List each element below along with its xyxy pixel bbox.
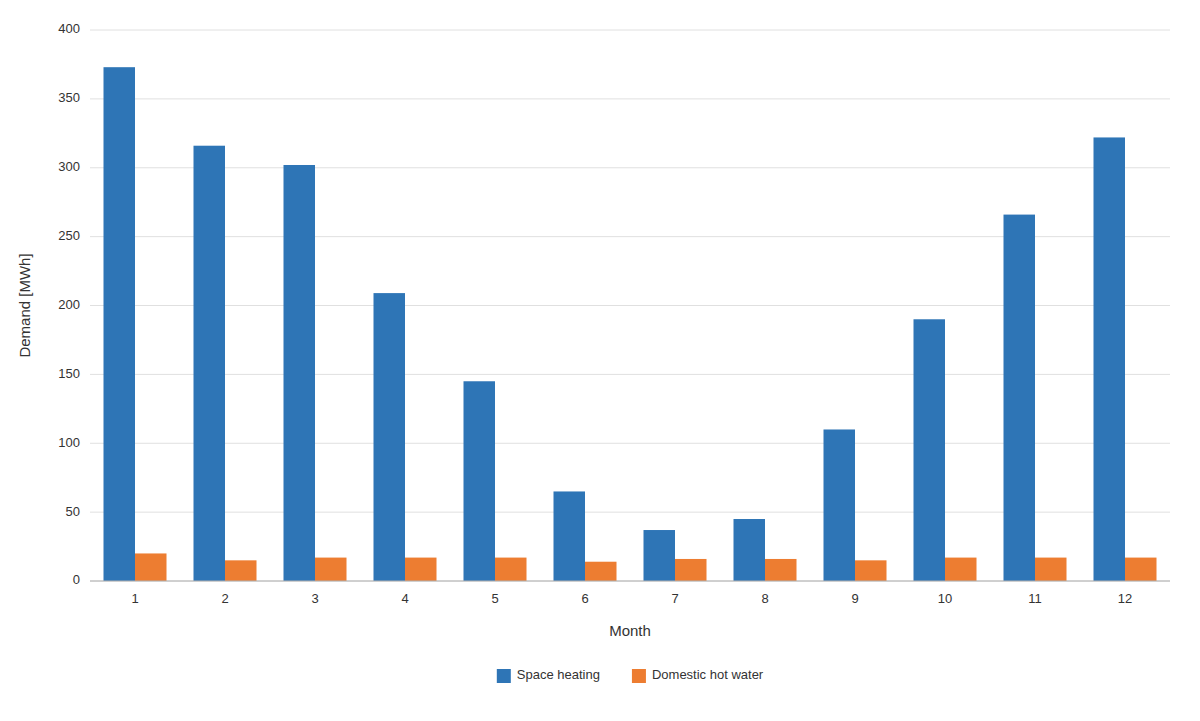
bar: [104, 67, 136, 581]
bar: [225, 560, 257, 581]
x-tick-label: 3: [311, 591, 318, 606]
x-axis-label: Month: [609, 622, 651, 639]
grid-line: [90, 98, 1170, 99]
x-tick-label: 12: [1118, 591, 1132, 606]
legend-item: Domestic hot water: [632, 667, 764, 683]
y-axis-label: Demand [MWh]: [16, 253, 33, 357]
bar: [405, 558, 437, 581]
bar: [374, 293, 406, 581]
x-tick-label: 9: [851, 591, 858, 606]
x-tick-label: 6: [581, 591, 588, 606]
grid-line: [90, 167, 1170, 168]
bar: [644, 530, 676, 581]
x-tick-label: 11: [1028, 591, 1042, 606]
legend-item: Space heating: [497, 667, 600, 683]
y-tick-label: 150: [58, 366, 80, 381]
y-tick-label: 300: [58, 159, 80, 174]
x-tick-label: 7: [671, 591, 678, 606]
legend-label: Space heating: [517, 667, 600, 682]
y-tick-label: 200: [58, 297, 80, 312]
bar: [464, 381, 496, 581]
grid: [90, 30, 1170, 581]
grid-line: [90, 581, 1170, 582]
bar: [855, 560, 887, 581]
y-tick-label: 250: [58, 228, 80, 243]
bar: [1035, 558, 1067, 581]
grid-line: [90, 30, 1170, 31]
series: [135, 553, 1157, 581]
bar: [1094, 137, 1126, 581]
legend: Space heating Domestic hot water: [497, 667, 764, 683]
bar: [824, 429, 856, 581]
x-tick-label: 1: [131, 591, 138, 606]
bar: [585, 562, 617, 581]
bar: [675, 559, 707, 581]
x-tick-label: 5: [491, 591, 498, 606]
bar: [765, 559, 797, 581]
legend-label: Domestic hot water: [652, 667, 764, 682]
chart: 050100150200250300350400123456789101112M…: [0, 0, 1200, 721]
bar: [554, 491, 586, 581]
bar: [1125, 558, 1157, 581]
y-tick-label: 100: [58, 435, 80, 450]
x-tick-label: 8: [761, 591, 768, 606]
bar: [135, 553, 167, 581]
legend-swatch: [497, 669, 511, 683]
y-tick-label: 400: [58, 21, 80, 36]
y-tick-label: 0: [73, 572, 80, 587]
bar: [315, 558, 347, 581]
x-axis-line: [90, 581, 1170, 582]
bar: [495, 558, 527, 581]
series: [104, 67, 1126, 581]
x-axis: 123456789101112: [90, 581, 1170, 606]
legend-swatch: [632, 669, 646, 683]
bar: [1004, 215, 1036, 581]
chart-container: 050100150200250300350400123456789101112M…: [0, 0, 1200, 721]
y-tick-label: 350: [58, 90, 80, 105]
bar: [284, 165, 316, 581]
bar: [734, 519, 766, 581]
bars: [104, 67, 1157, 581]
y-tick-label: 50: [66, 504, 80, 519]
bar: [945, 558, 977, 581]
x-tick-label: 2: [221, 591, 228, 606]
bar: [194, 146, 226, 581]
x-tick-label: 4: [401, 591, 408, 606]
x-tick-label: 10: [938, 591, 952, 606]
bar: [914, 319, 946, 581]
y-axis: 0 50 100 150 200 250 300 350 400: [58, 21, 80, 587]
